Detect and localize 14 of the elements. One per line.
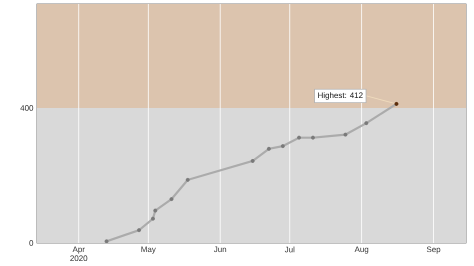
point [186, 178, 190, 182]
point [394, 102, 398, 106]
point [137, 228, 142, 232]
point [104, 239, 109, 244]
point [170, 197, 174, 202]
point [297, 136, 302, 140]
point [150, 216, 155, 221]
point [153, 208, 158, 213]
point [266, 146, 271, 151]
point [310, 136, 315, 140]
point [280, 144, 285, 148]
point [364, 121, 368, 126]
point [250, 158, 255, 163]
point [343, 132, 348, 137]
